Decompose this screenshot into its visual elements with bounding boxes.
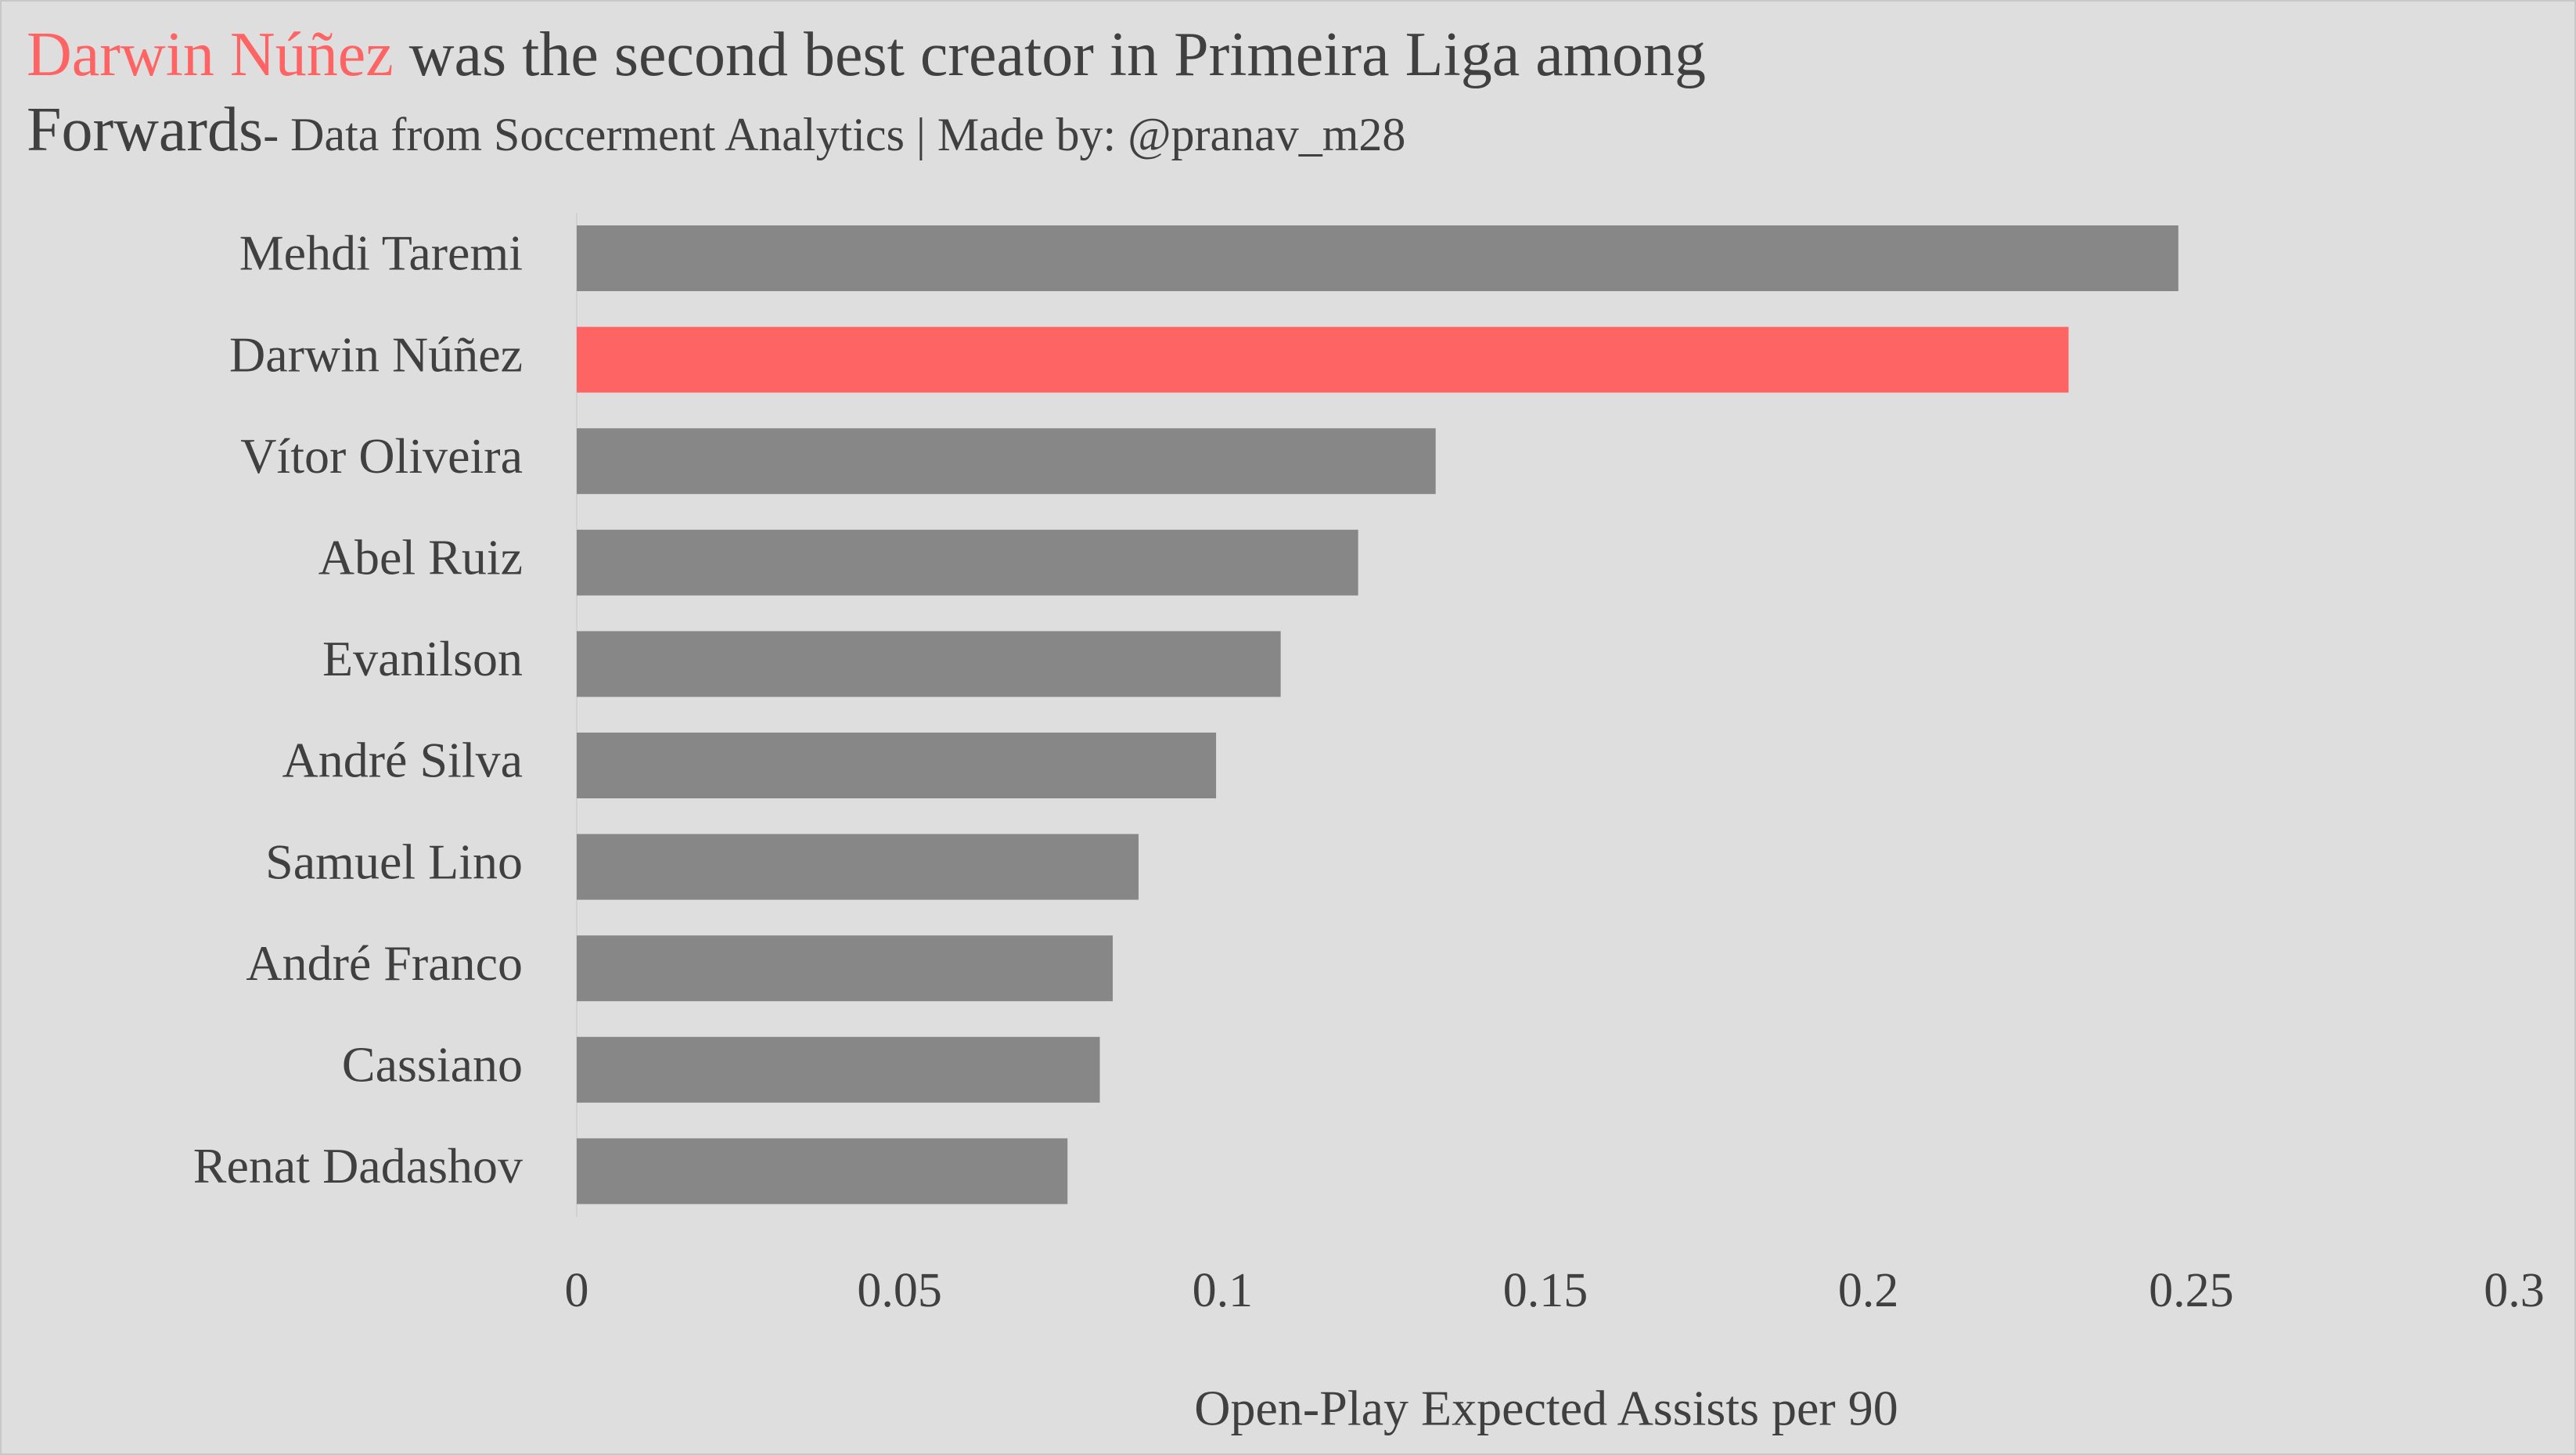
bar bbox=[577, 428, 1436, 495]
title-line: Forwards- Data from Soccerment Analytics… bbox=[27, 92, 2531, 172]
x-tick-label: 0.15 bbox=[1503, 1264, 1588, 1317]
y-tick-label: Abel Ruiz bbox=[318, 529, 523, 585]
bar bbox=[577, 225, 2178, 291]
bar bbox=[577, 326, 2069, 393]
x-tick-label: 0.3 bbox=[2484, 1264, 2545, 1317]
x-tick-label: 0.2 bbox=[1838, 1264, 1899, 1317]
bar bbox=[577, 631, 1281, 697]
bar bbox=[577, 935, 1114, 1002]
bar bbox=[577, 1036, 1100, 1103]
x-tick-label: 0 bbox=[565, 1264, 589, 1317]
y-tick-label: Vítor Oliveira bbox=[240, 428, 523, 484]
title-text: Forwards bbox=[27, 95, 264, 164]
x-axis-label: Open-Play Expected Assists per 90 bbox=[1194, 1381, 1898, 1436]
y-tick-label: Mehdi Taremi bbox=[239, 225, 523, 281]
bar bbox=[577, 834, 1139, 900]
title-line: Darwin Núñez was the second best creator… bbox=[27, 17, 2531, 92]
y-tick-label: Renat Dadashov bbox=[193, 1138, 523, 1194]
y-tick-label: André Silva bbox=[282, 733, 523, 788]
title-highlight: Darwin Núñez bbox=[27, 20, 394, 89]
header: Darwin Núñez was the second best creator… bbox=[27, 17, 2531, 172]
y-tick-label: Cassiano bbox=[342, 1036, 523, 1092]
y-tick-label: Evanilson bbox=[322, 631, 523, 686]
title-text: was the second best creator in Primeira … bbox=[408, 20, 1706, 89]
x-tick-label: 0.1 bbox=[1193, 1264, 1254, 1317]
y-tick-label: Darwin Núñez bbox=[229, 326, 523, 382]
bar bbox=[577, 1138, 1068, 1205]
bar bbox=[577, 733, 1217, 798]
x-tick-label: 0.25 bbox=[2149, 1264, 2234, 1317]
subtitle: - Data from Soccerment Analytics | Made … bbox=[263, 109, 1406, 160]
x-tick-label: 0.05 bbox=[857, 1264, 942, 1317]
y-tick-label: André Franco bbox=[246, 935, 523, 991]
bar bbox=[577, 529, 1358, 596]
y-tick-label: Samuel Lino bbox=[265, 834, 523, 889]
